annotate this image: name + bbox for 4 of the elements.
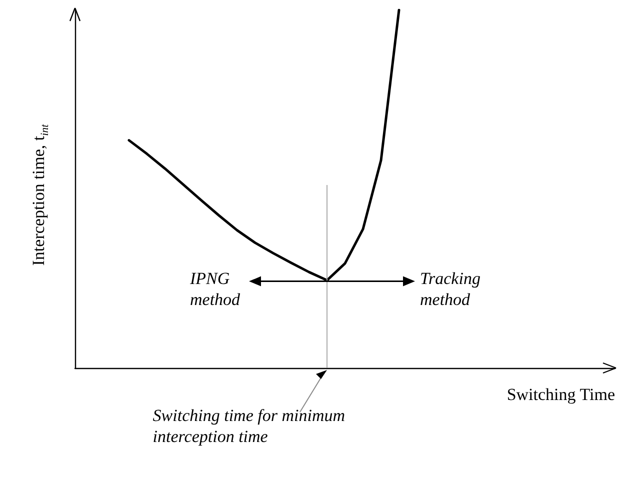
annotation: IPNG method bbox=[189, 269, 241, 309]
annotation: Tracking method bbox=[420, 269, 480, 309]
x-axis-title: Switching Time bbox=[506, 385, 615, 404]
text: Switching time for minimum interception time bbox=[152, 406, 346, 446]
